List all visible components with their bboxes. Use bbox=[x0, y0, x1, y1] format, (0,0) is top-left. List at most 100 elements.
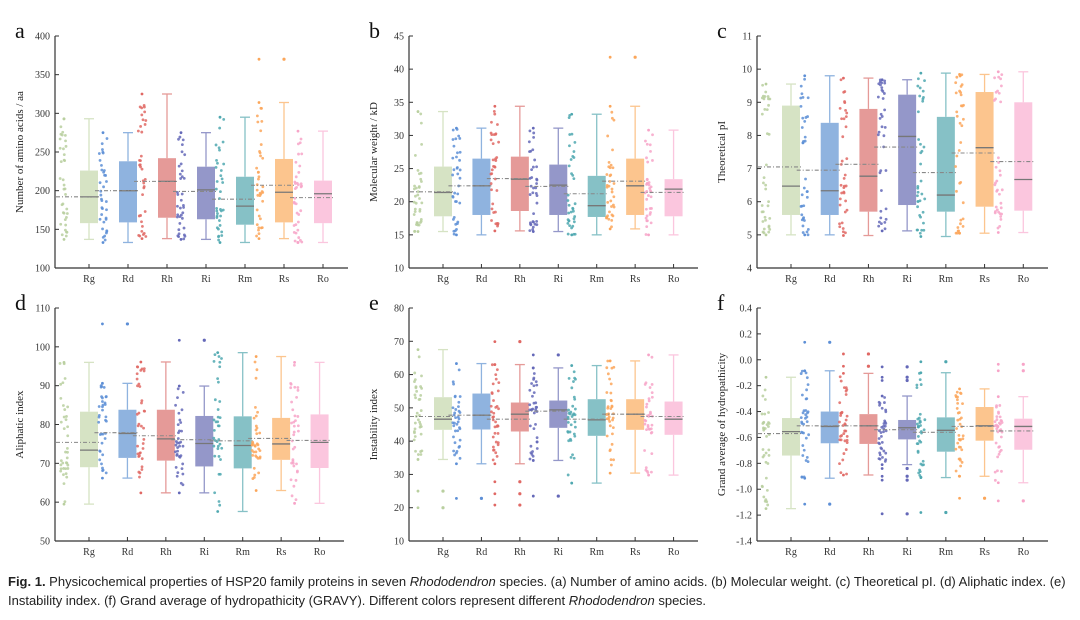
data-point bbox=[842, 117, 846, 121]
data-point bbox=[879, 169, 883, 173]
data-point bbox=[645, 142, 649, 146]
data-point bbox=[180, 467, 184, 471]
data-point bbox=[880, 512, 884, 516]
data-point bbox=[451, 406, 455, 410]
data-point bbox=[217, 355, 221, 358]
data-point bbox=[413, 427, 417, 431]
data-point bbox=[59, 222, 63, 226]
data-point bbox=[66, 405, 70, 409]
data-point bbox=[528, 457, 532, 461]
data-point bbox=[59, 382, 63, 386]
y-tick-label: 90 bbox=[40, 381, 50, 392]
data-point bbox=[876, 95, 880, 99]
outlier-point bbox=[1021, 369, 1025, 373]
data-point bbox=[647, 397, 651, 401]
data-point bbox=[839, 162, 843, 166]
data-point bbox=[299, 137, 303, 141]
data-point bbox=[103, 238, 107, 242]
data-point bbox=[289, 382, 293, 385]
data-point bbox=[180, 175, 184, 179]
data-point bbox=[567, 203, 571, 207]
data-point bbox=[610, 205, 613, 208]
data-point bbox=[956, 411, 960, 415]
x-tick-label-ro: Ro bbox=[317, 274, 329, 285]
data-point bbox=[59, 467, 63, 471]
data-point bbox=[841, 227, 845, 230]
y-tick-label: 30 bbox=[394, 131, 404, 142]
data-point bbox=[100, 168, 104, 172]
data-point bbox=[884, 207, 888, 211]
data-point bbox=[101, 227, 104, 231]
data-point bbox=[880, 222, 883, 226]
data-point bbox=[918, 231, 922, 235]
data-point bbox=[418, 207, 422, 211]
data-point bbox=[531, 165, 535, 169]
data-point bbox=[490, 120, 493, 124]
data-point bbox=[803, 476, 807, 480]
data-point bbox=[419, 423, 422, 426]
data-point bbox=[643, 422, 647, 426]
data-point bbox=[491, 445, 495, 449]
data-point bbox=[608, 174, 612, 178]
box-rm bbox=[936, 417, 955, 452]
data-point bbox=[806, 115, 809, 118]
x-tick-label-rs: Rs bbox=[279, 274, 290, 285]
data-point bbox=[292, 224, 296, 227]
data-point bbox=[961, 117, 965, 121]
data-point bbox=[420, 201, 424, 205]
data-point bbox=[571, 453, 574, 457]
data-point bbox=[566, 222, 570, 225]
data-point bbox=[994, 165, 998, 169]
data-point bbox=[532, 135, 536, 139]
x-tick-label-rh: Rh bbox=[514, 547, 526, 558]
data-point bbox=[958, 387, 961, 391]
data-point bbox=[610, 213, 614, 217]
data-point bbox=[801, 217, 805, 221]
data-point bbox=[645, 182, 649, 186]
data-point bbox=[492, 399, 495, 402]
x-tick-label-rg: Rg bbox=[437, 274, 449, 285]
data-point bbox=[803, 135, 807, 139]
data-point bbox=[605, 173, 609, 176]
data-point bbox=[838, 203, 842, 207]
data-point bbox=[880, 229, 884, 233]
data-point bbox=[294, 175, 298, 179]
data-point bbox=[98, 159, 102, 162]
data-point bbox=[489, 182, 493, 185]
y-tick-label: 35 bbox=[394, 98, 404, 109]
data-point bbox=[255, 208, 259, 212]
data-point bbox=[801, 454, 805, 457]
data-point bbox=[454, 137, 458, 141]
data-point bbox=[257, 175, 261, 179]
data-point bbox=[143, 210, 147, 213]
data-point bbox=[957, 433, 961, 437]
data-point bbox=[573, 376, 577, 380]
data-point bbox=[216, 447, 220, 451]
data-point bbox=[806, 228, 810, 231]
data-point bbox=[137, 411, 141, 415]
data-point bbox=[883, 424, 887, 428]
outlier-point bbox=[866, 352, 871, 356]
data-point bbox=[763, 412, 767, 416]
data-point bbox=[650, 423, 654, 427]
data-point bbox=[413, 435, 417, 438]
data-point bbox=[919, 476, 923, 479]
x-tick-label-ri: Ri bbox=[902, 547, 912, 558]
data-point bbox=[845, 472, 848, 476]
box-ri bbox=[197, 166, 215, 220]
data-point bbox=[959, 218, 963, 222]
data-point bbox=[299, 182, 303, 186]
data-point bbox=[649, 221, 653, 225]
y-axis-label: Molecular weight / kD bbox=[368, 102, 380, 202]
data-point bbox=[455, 462, 458, 466]
data-point bbox=[453, 229, 457, 233]
data-point bbox=[62, 237, 66, 241]
data-point bbox=[569, 455, 573, 459]
data-point bbox=[960, 460, 964, 464]
data-point bbox=[102, 170, 106, 174]
data-point bbox=[454, 416, 457, 420]
data-point bbox=[993, 424, 997, 428]
data-point bbox=[289, 478, 293, 482]
data-point bbox=[570, 364, 574, 367]
data-point bbox=[300, 152, 304, 156]
